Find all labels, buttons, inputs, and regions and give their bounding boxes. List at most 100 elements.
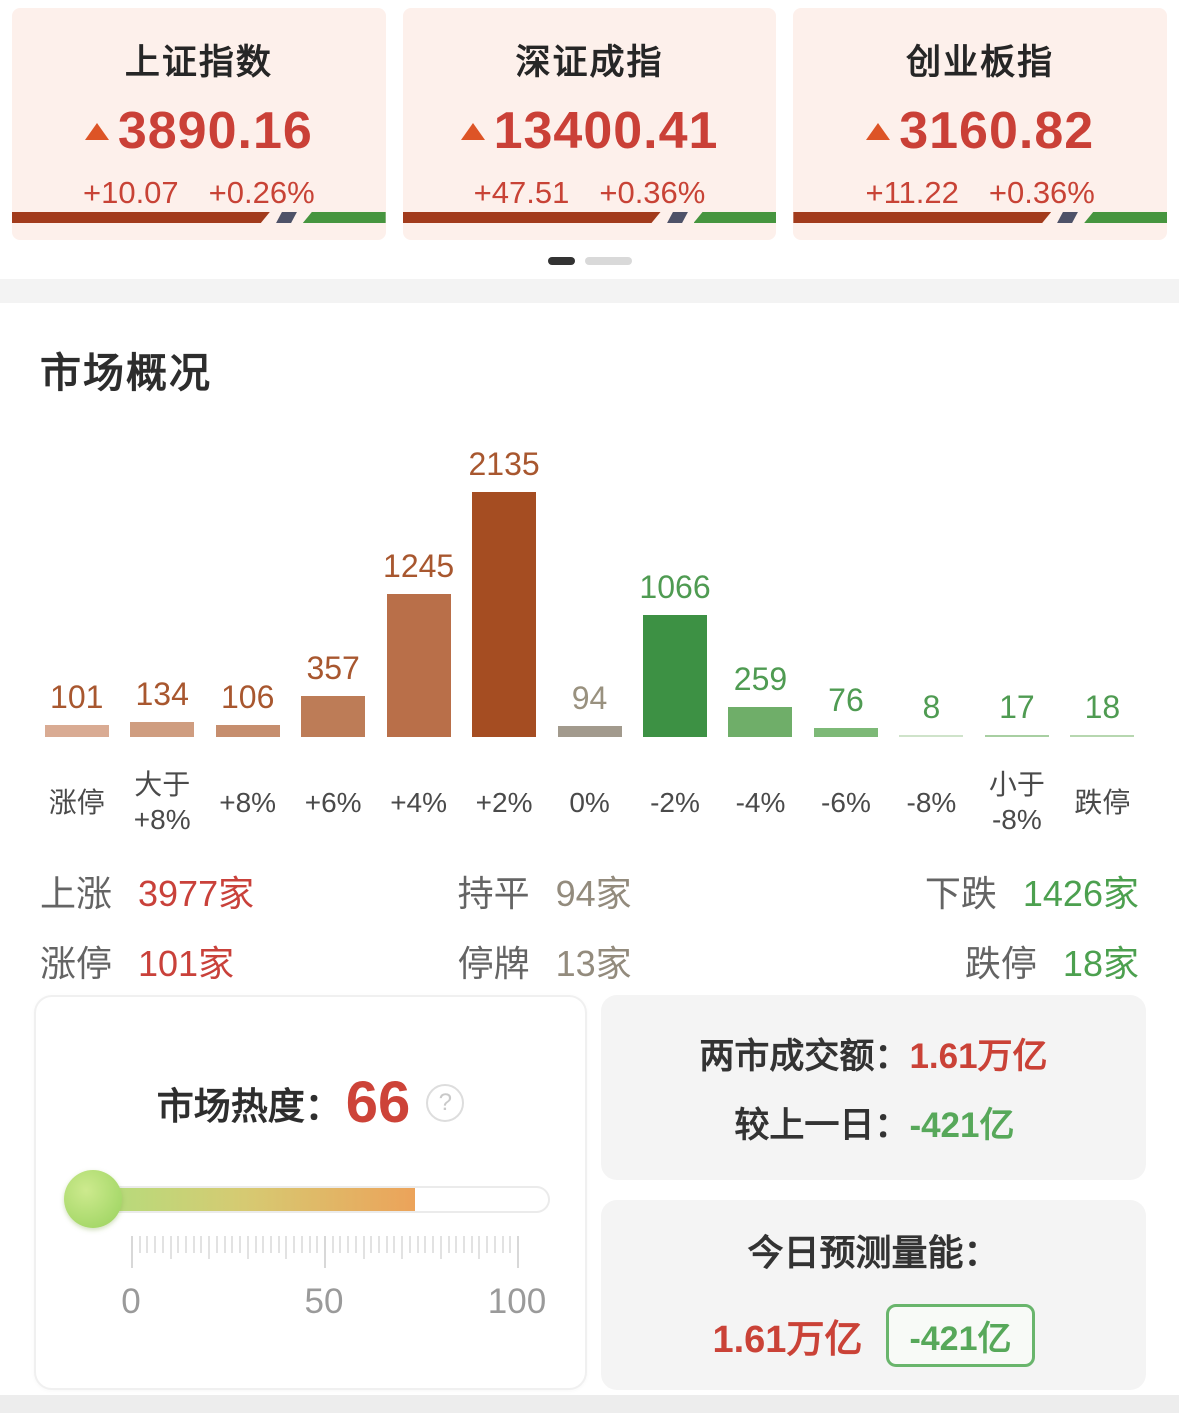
chart-bar-value: 2135 [468, 446, 540, 482]
help-icon[interactable]: ? [426, 1083, 465, 1122]
ruler-tick [246, 1236, 249, 1259]
pagination-dot-active[interactable] [547, 257, 575, 265]
summary-value: 94家 [555, 873, 632, 914]
turnover-value: 1.61万亿 [909, 1036, 1048, 1076]
ruler-tick [439, 1236, 442, 1259]
chart-column: 76 [803, 682, 888, 737]
chart-bar-label: 0% [569, 786, 610, 818]
heat-label: 市场热度： [156, 1085, 342, 1127]
advance-decline-bar [403, 212, 777, 223]
ruler-tick [401, 1236, 404, 1259]
chart-bar-label: -6% [821, 786, 871, 818]
chart-column: 357 [290, 650, 375, 737]
chart-bar-label: 大于 +8% [133, 769, 191, 835]
chart-bar-value: 101 [50, 679, 104, 715]
index-card-shenzhen[interactable]: 深证成指 13400.41 +47.51 +0.36% [402, 8, 777, 240]
ruler-tick [316, 1236, 319, 1253]
scale-label-50: 50 [304, 1282, 344, 1321]
carousel-pagination [0, 256, 1179, 266]
chart-bar [301, 696, 366, 737]
forecast-title: 今日预测量能： [747, 1231, 1000, 1273]
chart-bar-value: 134 [135, 676, 189, 712]
ruler-tick [362, 1236, 365, 1259]
chart-bar-value: 94 [571, 680, 608, 716]
market-heat-card: 市场热度： 66 ? 0 50 100 [34, 995, 587, 1390]
footer-bar [0, 1395, 1179, 1413]
forecast-value: 1.61万亿 [712, 1318, 863, 1361]
ruler-tick [161, 1236, 164, 1253]
ruler-tick [308, 1236, 311, 1253]
ruler-tick [493, 1236, 496, 1253]
ruler-tick [347, 1236, 350, 1253]
ruler-tick [339, 1236, 342, 1253]
ruler-tick [509, 1236, 512, 1253]
ruler-tick [138, 1236, 141, 1253]
index-card-shanghai[interactable]: 上证指数 3890.16 +10.07 +0.26% [12, 8, 386, 240]
ruler-tick [293, 1236, 296, 1253]
ruler-tick [223, 1236, 226, 1253]
index-value: 3160.82 [899, 102, 1095, 160]
index-change: +10.07 [82, 175, 179, 210]
summary-value: 3977家 [138, 873, 255, 914]
ruler-tick [455, 1236, 458, 1253]
chart-bar-label: -8% [906, 786, 957, 818]
summary-label: 上涨 [40, 873, 113, 914]
chart-bar [472, 492, 537, 737]
index-change: +47.51 [473, 175, 570, 210]
ruler-tick [393, 1236, 396, 1253]
chart-bar-label: 小于 -8% [988, 769, 1045, 835]
ruler-tick [200, 1236, 203, 1253]
thermometer-track [102, 1185, 550, 1213]
summary-value: 101家 [138, 943, 235, 984]
advance-segment [403, 212, 661, 223]
summary-label: 持平 [457, 873, 530, 914]
chart-bar-value: 357 [306, 650, 360, 686]
up-triangle-icon [84, 122, 109, 140]
index-change-pct: +0.36% [599, 175, 706, 210]
chart-bar [1070, 735, 1135, 737]
pagination-dot[interactable] [584, 257, 632, 265]
index-name: 创业板指 [906, 43, 1055, 82]
chart-bar [44, 725, 109, 737]
advance-segment [793, 212, 1051, 223]
chart-column: 259 [718, 661, 803, 737]
ruler-tick [517, 1236, 519, 1268]
index-card-chinext[interactable]: 创业板指 3160.82 +11.22 +0.36% [793, 8, 1168, 240]
prev-day-value: -421亿 [909, 1105, 1015, 1145]
index-change-pct: +0.36% [988, 175, 1095, 210]
chart-bar [557, 726, 622, 737]
ruler-tick [269, 1236, 272, 1253]
chart-bar-value: 1245 [383, 548, 455, 584]
heat-ruler [131, 1236, 519, 1272]
ruler-tick [154, 1236, 157, 1253]
chart-bar-value: 1066 [639, 569, 711, 605]
thermometer-fill [104, 1187, 415, 1211]
chart-bar-label: -4% [735, 786, 786, 818]
chart-bar-label: 跌停 [1074, 786, 1131, 818]
chart-bar [215, 725, 280, 737]
chart-bar [130, 722, 195, 737]
decline-segment [693, 212, 777, 223]
chart-column: 18 [1060, 689, 1145, 737]
chart-bar-value: 259 [733, 661, 788, 697]
summary-label: 下跌 [924, 873, 997, 914]
summary-suspended: 停牌 13家 [458, 935, 898, 987]
ruler-tick [470, 1236, 473, 1253]
summary-value: 13家 [555, 943, 632, 984]
chart-bar [386, 594, 451, 737]
summary-advancers: 上涨 3977家 [40, 865, 458, 917]
bottom-right-column: 两市成交额： 1.61万亿 较上一日： -421亿 今日预测量能： 1.61万亿… [601, 995, 1146, 1390]
ruler-tick [408, 1236, 411, 1253]
chart-bar-label: +8% [219, 786, 277, 818]
heat-scale: 0 50 100 [121, 1282, 546, 1324]
ruler-tick [501, 1236, 504, 1253]
ruler-tick [185, 1236, 188, 1253]
chart-column: 8 [889, 689, 974, 737]
ruler-tick [478, 1236, 481, 1259]
ruler-tick [324, 1236, 326, 1268]
summary-limit-down: 跌停 18家 [897, 935, 1139, 987]
advance-segment [12, 212, 270, 223]
chart-bar-value: 106 [220, 679, 275, 715]
heat-value: 66 [345, 1070, 411, 1135]
chart-bar-label: -2% [650, 786, 700, 818]
